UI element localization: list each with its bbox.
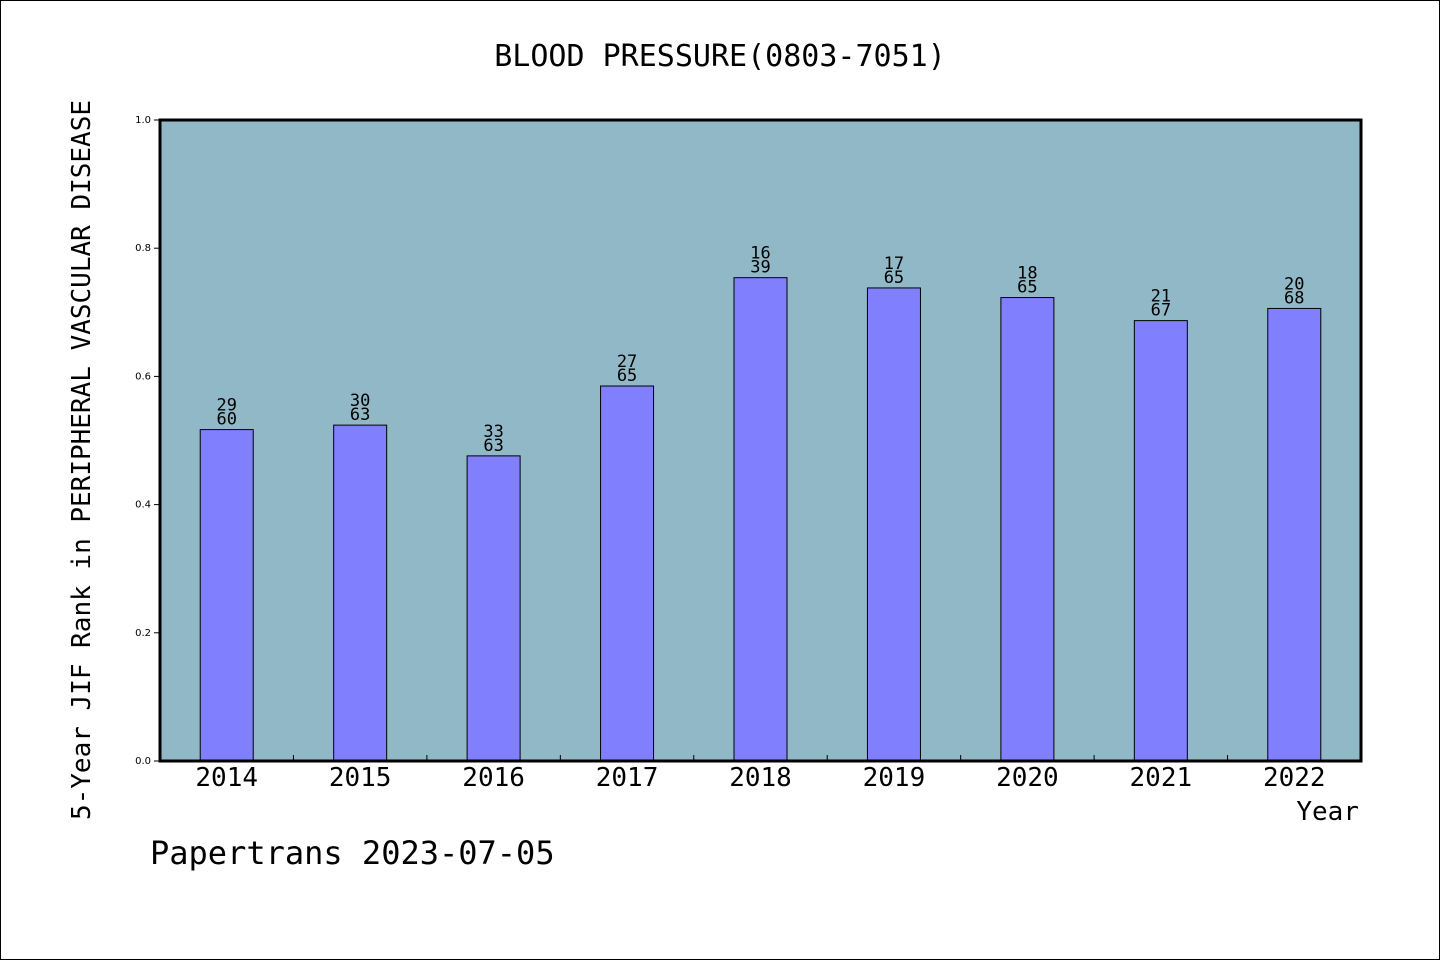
bar-label-total: 68: [1284, 288, 1304, 308]
x-tick-label: 2022: [1263, 763, 1326, 793]
bars-group: [199, 277, 1322, 762]
bar-2018: [733, 277, 788, 762]
x-tick-label: 2021: [1130, 763, 1193, 793]
x-tick-label: 2020: [996, 763, 1059, 793]
bar-2022: [1267, 307, 1322, 762]
x-tick-label: 2016: [462, 763, 525, 793]
plot-border: [158, 118, 1363, 763]
bar-label-total: 63: [350, 405, 370, 425]
bar-2015: [333, 424, 388, 762]
bar-2014: [199, 429, 254, 762]
bar-label-rank: 30: [350, 391, 370, 411]
bar-2019: [866, 287, 921, 762]
y-axis: 0.0 0.2 0.4 0.6 0.8 1.0: [135, 115, 160, 767]
bar-label-rank: 17: [884, 254, 904, 274]
bar-label-rank: 18: [1017, 264, 1037, 284]
y-tick-label: 1.0: [135, 115, 151, 126]
x-tick-label: 2014: [195, 763, 258, 793]
y-axis-label: 5-Year JIF Rank in PERIPHERAL VASCULAR D…: [67, 100, 97, 820]
bar-label-rank: 21: [1151, 287, 1171, 307]
bar-label-rank: 20: [1284, 274, 1304, 294]
bar-label-total: 65: [884, 268, 904, 288]
x-tick-label: 2018: [729, 763, 792, 793]
bar-label-total: 65: [1017, 278, 1037, 298]
footer-credit: Papertrans 2023-07-05: [150, 834, 555, 872]
bar-label-total: 39: [750, 258, 770, 278]
bar-label-total: 67: [1151, 301, 1171, 321]
bar-label-total: 63: [483, 436, 503, 456]
bar-label-rank: 16: [750, 244, 770, 264]
y-tick-label: 0.6: [135, 371, 151, 382]
bar-label-total: 60: [216, 410, 236, 430]
x-axis: 2014 2015 2016 2017 2018 2019 2020 2021 2022: [195, 755, 1326, 793]
y-tick-label: 0.2: [135, 628, 151, 639]
bar-2017: [600, 385, 655, 762]
y-tick-label: 0.0: [135, 756, 151, 767]
bar-label-total: 65: [617, 366, 637, 386]
chart-title: BLOOD PRESSURE(0803-7051): [494, 39, 946, 74]
y-tick-label: 0.4: [135, 500, 151, 511]
bar-label-rank: 29: [216, 396, 236, 416]
y-tick-label: 0.8: [135, 243, 151, 254]
x-tick-label: 2019: [863, 763, 926, 793]
bar-2020: [1000, 297, 1055, 762]
bar-label-rank: 27: [617, 352, 637, 372]
x-tick-label: 2015: [329, 763, 392, 793]
x-tick-label: 2017: [596, 763, 659, 793]
bar-label-rank: 33: [483, 422, 503, 442]
bar-2021: [1133, 320, 1188, 762]
bar-2016: [466, 455, 521, 762]
x-axis-label: Year: [1296, 797, 1359, 827]
